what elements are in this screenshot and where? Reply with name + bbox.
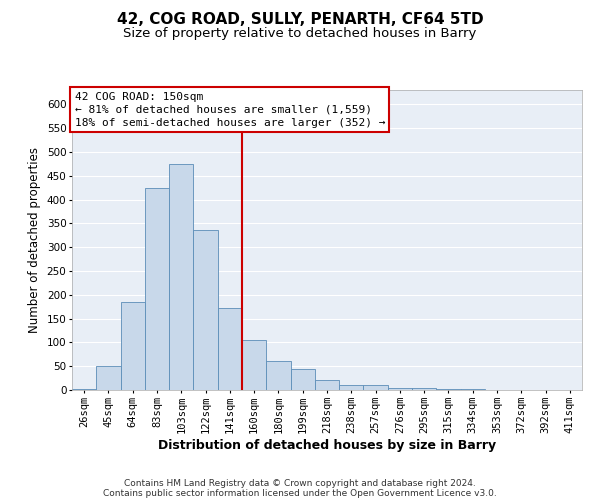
- Bar: [72, 388, 96, 390]
- Bar: [290, 368, 315, 390]
- Bar: [218, 308, 242, 390]
- Text: 42, COG ROAD, SULLY, PENARTH, CF64 5TD: 42, COG ROAD, SULLY, PENARTH, CF64 5TD: [116, 12, 484, 28]
- Text: Size of property relative to detached houses in Barry: Size of property relative to detached ho…: [124, 28, 476, 40]
- X-axis label: Distribution of detached houses by size in Barry: Distribution of detached houses by size …: [158, 438, 496, 452]
- Bar: [461, 389, 485, 390]
- Bar: [412, 388, 436, 390]
- Bar: [266, 362, 290, 390]
- Bar: [193, 230, 218, 390]
- Text: Contains HM Land Registry data © Crown copyright and database right 2024.: Contains HM Land Registry data © Crown c…: [124, 478, 476, 488]
- Bar: [242, 340, 266, 390]
- Bar: [145, 188, 169, 390]
- Bar: [169, 164, 193, 390]
- Text: 42 COG ROAD: 150sqm
← 81% of detached houses are smaller (1,559)
18% of semi-det: 42 COG ROAD: 150sqm ← 81% of detached ho…: [74, 92, 385, 128]
- Bar: [364, 385, 388, 390]
- Bar: [436, 388, 461, 390]
- Bar: [121, 302, 145, 390]
- Y-axis label: Number of detached properties: Number of detached properties: [28, 147, 41, 333]
- Bar: [96, 366, 121, 390]
- Bar: [388, 388, 412, 390]
- Bar: [339, 385, 364, 390]
- Text: Contains public sector information licensed under the Open Government Licence v3: Contains public sector information licen…: [103, 488, 497, 498]
- Bar: [315, 380, 339, 390]
